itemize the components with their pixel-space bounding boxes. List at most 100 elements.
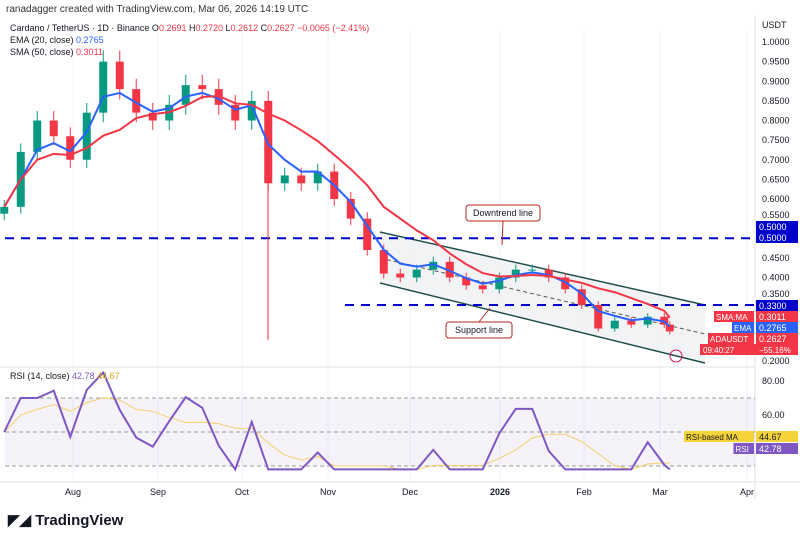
candle: [198, 85, 207, 90]
level-tag-text: 0.5000: [759, 222, 787, 232]
rsi-tag-text: 42.78: [759, 444, 782, 454]
candle: [363, 218, 372, 251]
legend: Cardano / TetherUS · 1D · Binance O0.269…: [10, 22, 369, 58]
rsi-label: RSI (14, close): [10, 371, 70, 381]
candle: [594, 304, 603, 329]
rsi-value: 42.78: [72, 371, 95, 381]
sma-line: [3, 94, 671, 319]
price-tag: [756, 322, 798, 333]
price-tick: 1.0000: [762, 37, 790, 47]
price-tag-extra-bg: [700, 344, 798, 355]
channel-upper-line: [379, 231, 706, 306]
candle: [561, 277, 570, 290]
time-tick: Oct: [235, 487, 250, 497]
price-tag: [756, 333, 798, 344]
candle: [346, 199, 355, 219]
candle: [280, 175, 289, 184]
tradingview-logo[interactable]: ◤◢ TradingView: [8, 511, 123, 529]
ema-value: 0.2765: [76, 35, 104, 45]
level-tag-text: 0.5000: [759, 233, 787, 243]
candle: [313, 171, 322, 184]
rsi-tag-label: RSI: [736, 445, 749, 454]
price-tick: 0.6500: [762, 174, 790, 184]
price-tag-label-bg: [714, 311, 754, 322]
annotation-box: [445, 321, 513, 339]
time-tick: Aug: [65, 487, 81, 497]
time-tick: Mar: [652, 487, 668, 497]
annotation-text: Support line: [455, 325, 503, 335]
c-label: C: [260, 23, 268, 33]
sma-value: 0.3011: [76, 47, 103, 57]
price-tick: 0.8000: [762, 116, 790, 126]
channel-fill: [380, 232, 705, 363]
annotation-text: Downtrend line: [473, 208, 533, 218]
rsi-legend[interactable]: RSI (14, close) 42.78 44.67: [10, 371, 120, 381]
price-tag-label-bg: [708, 333, 754, 344]
level-tag: [756, 221, 798, 232]
candle: [528, 269, 537, 271]
candle: [495, 277, 504, 290]
candle: [429, 261, 438, 270]
candle: [412, 269, 421, 278]
candle: [396, 273, 405, 278]
channel-lower-line: [379, 282, 706, 364]
rsi-ma-line: [3, 397, 670, 470]
time-tick: Dec: [402, 487, 419, 497]
currency: USDT: [762, 20, 787, 30]
annotation-box: [465, 204, 541, 222]
candle: [99, 61, 108, 113]
price-change-pct: −55.16%: [759, 346, 791, 355]
logo-icon: ◤◢: [8, 512, 36, 529]
candle: [445, 261, 454, 278]
l-label: L: [225, 23, 231, 33]
candle: [115, 61, 124, 90]
price-tag: [756, 311, 798, 322]
countdown: 09:40:27: [703, 346, 735, 355]
price-tag-label: ADAUSDT: [710, 335, 748, 344]
candle: [0, 206, 9, 214]
price-tag-label: SMA:MA: [716, 313, 748, 322]
price-tick: 0.9000: [762, 76, 790, 86]
credit: ranadagger created with TradingView.com,…: [6, 4, 309, 15]
o-label: O: [151, 23, 159, 33]
candle: [511, 269, 520, 278]
price-tag-text: 0.2765: [759, 323, 787, 333]
candle: [665, 324, 674, 332]
rsi-tag: [756, 443, 798, 454]
time-tick: 2026: [490, 487, 510, 497]
symbol[interactable]: Cardano / TetherUS · 1D · Binance: [10, 23, 150, 33]
price-tick: 0.2000: [762, 356, 790, 366]
price-tick: 0.9500: [762, 57, 790, 67]
rsi-tag: [756, 431, 798, 442]
rsi-tag-text: 44.67: [759, 432, 782, 442]
rsi-ma-value: 44.67: [97, 371, 120, 381]
annotation-arrow: [478, 307, 491, 323]
lightning-icon: [669, 349, 683, 363]
candle: [66, 136, 75, 160]
ema-line: [3, 91, 671, 328]
candle: [33, 120, 42, 152]
price-tick: 0.7500: [762, 135, 790, 145]
time-tick: Feb: [576, 487, 592, 497]
candle: [577, 289, 586, 305]
level-tag: [756, 232, 798, 243]
price-tick: 0.4500: [762, 253, 790, 263]
sma-label[interactable]: SMA (50, close): [10, 47, 74, 57]
rsi-tick: 80.00: [762, 376, 785, 386]
ema-label[interactable]: EMA (20, close): [10, 35, 74, 45]
price-tick: 0.7000: [762, 155, 790, 165]
price-tag-label-bg: [732, 322, 754, 333]
price-tick: 0.4000: [762, 273, 790, 283]
candle: [231, 104, 240, 121]
candle: [247, 100, 256, 121]
rsi-tag-label-bg: [733, 443, 754, 454]
high: 0.2720: [195, 23, 224, 33]
price-tag-label: EMA: [734, 324, 752, 333]
time-tick: Apr: [740, 487, 754, 497]
candle: [148, 112, 157, 121]
rsi-tag-label-bg: [684, 431, 754, 442]
price-tick: 0.8500: [762, 96, 790, 106]
price-tag-text: 0.3011: [759, 312, 786, 322]
logo-text: TradingView: [35, 512, 124, 529]
